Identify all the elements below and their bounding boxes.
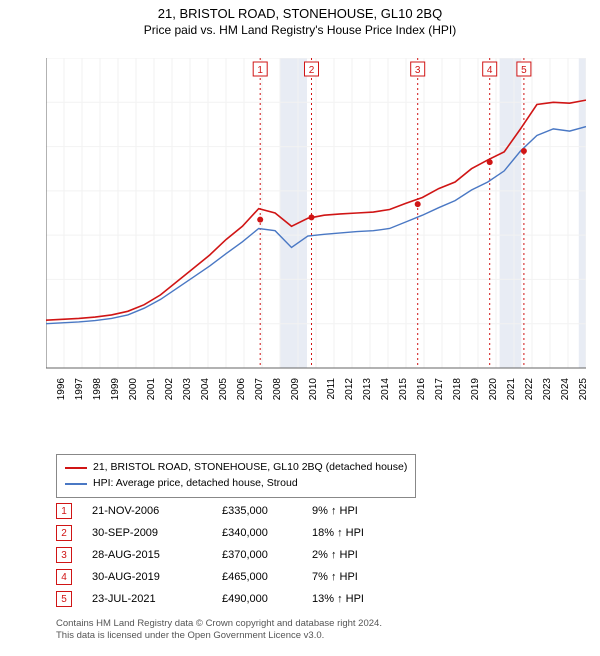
svg-text:2002: 2002 — [164, 378, 175, 401]
sales-price: £465,000 — [222, 571, 312, 583]
svg-text:2009: 2009 — [290, 378, 301, 401]
chart-area: £0£100K£200K£300K£400K£500K£600K£700K199… — [46, 58, 586, 408]
sales-price: £490,000 — [222, 593, 312, 605]
legend-swatch — [65, 483, 87, 485]
svg-text:1999: 1999 — [110, 378, 121, 401]
svg-text:2005: 2005 — [218, 378, 229, 401]
legend-label: HPI: Average price, detached house, Stro… — [93, 476, 298, 492]
sales-date: 28-AUG-2015 — [92, 549, 222, 561]
sales-date: 23-JUL-2021 — [92, 593, 222, 605]
sales-diff: 7% ↑ HPI — [312, 571, 402, 583]
sales-diff: 18% ↑ HPI — [312, 527, 402, 539]
svg-text:2015: 2015 — [398, 378, 409, 401]
svg-text:2013: 2013 — [362, 378, 373, 401]
svg-text:2008: 2008 — [272, 378, 283, 401]
svg-text:2018: 2018 — [452, 378, 463, 401]
svg-text:2004: 2004 — [200, 378, 211, 401]
subtitle: Price paid vs. HM Land Registry's House … — [0, 23, 600, 37]
sales-date: 21-NOV-2006 — [92, 505, 222, 517]
legend-item: 21, BRISTOL ROAD, STONEHOUSE, GL10 2BQ (… — [65, 460, 407, 476]
legend: 21, BRISTOL ROAD, STONEHOUSE, GL10 2BQ (… — [56, 454, 416, 498]
sales-marker: 4 — [56, 569, 72, 585]
chart-container: 21, BRISTOL ROAD, STONEHOUSE, GL10 2BQ P… — [0, 6, 600, 656]
svg-text:1997: 1997 — [74, 378, 85, 401]
svg-text:2020: 2020 — [488, 378, 499, 401]
sales-row: 4 30-AUG-2019£465,0007% ↑ HPI — [56, 566, 402, 588]
sales-diff: 2% ↑ HPI — [312, 549, 402, 561]
svg-text:2011: 2011 — [326, 378, 337, 400]
svg-text:3: 3 — [415, 65, 421, 76]
svg-text:2017: 2017 — [434, 378, 445, 401]
svg-text:1998: 1998 — [92, 378, 103, 401]
sales-table: 1 21-NOV-2006£335,0009% ↑ HPI 2 30-SEP-2009… — [56, 500, 402, 610]
svg-text:1995: 1995 — [46, 378, 49, 401]
svg-text:2022: 2022 — [524, 378, 535, 401]
svg-text:1: 1 — [257, 65, 263, 76]
svg-text:2007: 2007 — [254, 378, 265, 401]
svg-text:4: 4 — [487, 65, 493, 76]
svg-text:2010: 2010 — [308, 378, 319, 401]
svg-text:2003: 2003 — [182, 378, 193, 401]
legend-item: HPI: Average price, detached house, Stro… — [65, 476, 407, 492]
svg-text:2021: 2021 — [506, 378, 517, 401]
sales-row: 2 30-SEP-2009£340,00018% ↑ HPI — [56, 522, 402, 544]
svg-text:2006: 2006 — [236, 378, 247, 401]
sales-diff: 9% ↑ HPI — [312, 505, 402, 517]
sales-date: 30-SEP-2009 — [92, 527, 222, 539]
svg-text:2: 2 — [309, 65, 315, 76]
sales-marker: 5 — [56, 591, 72, 607]
svg-text:2014: 2014 — [380, 378, 391, 401]
sales-row: 1 21-NOV-2006£335,0009% ↑ HPI — [56, 500, 402, 522]
footer: Contains HM Land Registry data © Crown c… — [56, 618, 382, 643]
sales-diff: 13% ↑ HPI — [312, 593, 402, 605]
legend-label: 21, BRISTOL ROAD, STONEHOUSE, GL10 2BQ (… — [93, 460, 407, 476]
sales-price: £370,000 — [222, 549, 312, 561]
title: 21, BRISTOL ROAD, STONEHOUSE, GL10 2BQ — [0, 6, 600, 21]
sales-marker: 2 — [56, 525, 72, 541]
svg-text:2019: 2019 — [470, 378, 481, 401]
sales-marker: 3 — [56, 547, 72, 563]
svg-text:2012: 2012 — [344, 378, 355, 401]
sales-row: 3 28-AUG-2015£370,0002% ↑ HPI — [56, 544, 402, 566]
line-chart: £0£100K£200K£300K£400K£500K£600K£700K199… — [46, 58, 586, 408]
footer-line-2: This data is licensed under the Open Gov… — [56, 630, 382, 642]
svg-text:2001: 2001 — [146, 378, 157, 401]
svg-text:2025: 2025 — [578, 378, 586, 401]
sales-price: £340,000 — [222, 527, 312, 539]
sales-marker: 1 — [56, 503, 72, 519]
sales-row: 5 23-JUL-2021£490,00013% ↑ HPI — [56, 588, 402, 610]
svg-text:2016: 2016 — [416, 378, 427, 401]
svg-text:2024: 2024 — [560, 378, 571, 401]
svg-text:2023: 2023 — [542, 378, 553, 401]
sales-date: 30-AUG-2019 — [92, 571, 222, 583]
svg-text:1996: 1996 — [56, 378, 67, 401]
sales-price: £335,000 — [222, 505, 312, 517]
footer-line-1: Contains HM Land Registry data © Crown c… — [56, 618, 382, 630]
svg-text:5: 5 — [521, 65, 527, 76]
legend-swatch — [65, 467, 87, 469]
svg-text:2000: 2000 — [128, 378, 139, 401]
